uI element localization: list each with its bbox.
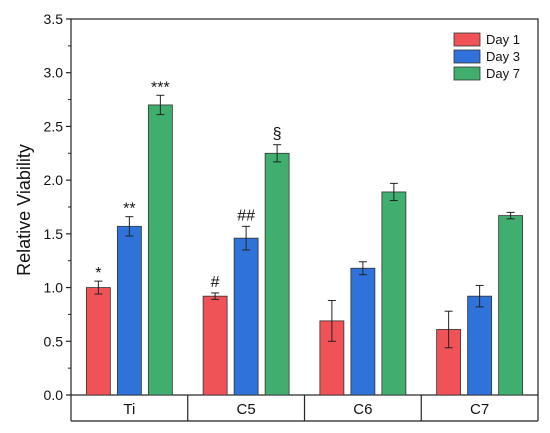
bar-c7-day-3 (467, 295, 493, 396)
bar-c5-day-3 (233, 237, 259, 396)
y-tick-label: 1.5 (44, 226, 64, 242)
category-label: C5 (237, 401, 256, 418)
bar-ti-day-3 (116, 225, 142, 396)
bar-c7-day-7 (498, 215, 524, 396)
legend-label: Day 1 (486, 32, 520, 47)
y-tick-label: 3.0 (44, 65, 64, 81)
legend-label: Day 7 (486, 66, 520, 81)
significance-marker: § (273, 126, 282, 143)
y-tick-label: 0.5 (44, 333, 64, 349)
significance-marker: * (95, 265, 101, 282)
significance-marker: ** (123, 201, 135, 218)
bar-c6-day-7 (381, 191, 407, 396)
legend-label: Day 3 (486, 49, 520, 64)
significance-marker: # (211, 274, 220, 291)
axes: 0.0 0.5 1.0 1.5 2.0 2.5 3.0 3.5 Ti C5 C6 C7 (44, 11, 539, 422)
annotations: ******###§ (95, 79, 281, 291)
bar-c6-day-3 (350, 267, 376, 396)
y-tick-label: 1.0 (44, 280, 64, 296)
legend-swatch-day-7 (453, 66, 481, 81)
bar-ti-day-7 (147, 104, 173, 396)
category-label: C7 (470, 401, 489, 418)
y-axis-label: Relative Viability (14, 144, 34, 276)
legend-swatch-day-1 (453, 32, 481, 47)
significance-marker: *** (151, 79, 170, 96)
legend: Day 1 Day 3 Day 7 (453, 32, 520, 81)
category-label: Ti (123, 401, 135, 418)
bar-c5-day-7 (264, 152, 290, 396)
category-label: C6 (353, 401, 372, 418)
bars (85, 104, 524, 396)
bar-ti-day-1 (85, 287, 111, 396)
y-tick-label: 2.5 (44, 118, 64, 134)
y-tick-label: 0.0 (44, 387, 64, 403)
error-bars (94, 94, 515, 349)
y-tick-label: 3.5 (44, 11, 64, 27)
y-tick-label: 2.0 (44, 172, 64, 188)
significance-marker: ## (237, 207, 255, 224)
bar-c5-day-1 (202, 295, 228, 396)
legend-swatch-day-3 (453, 49, 481, 64)
